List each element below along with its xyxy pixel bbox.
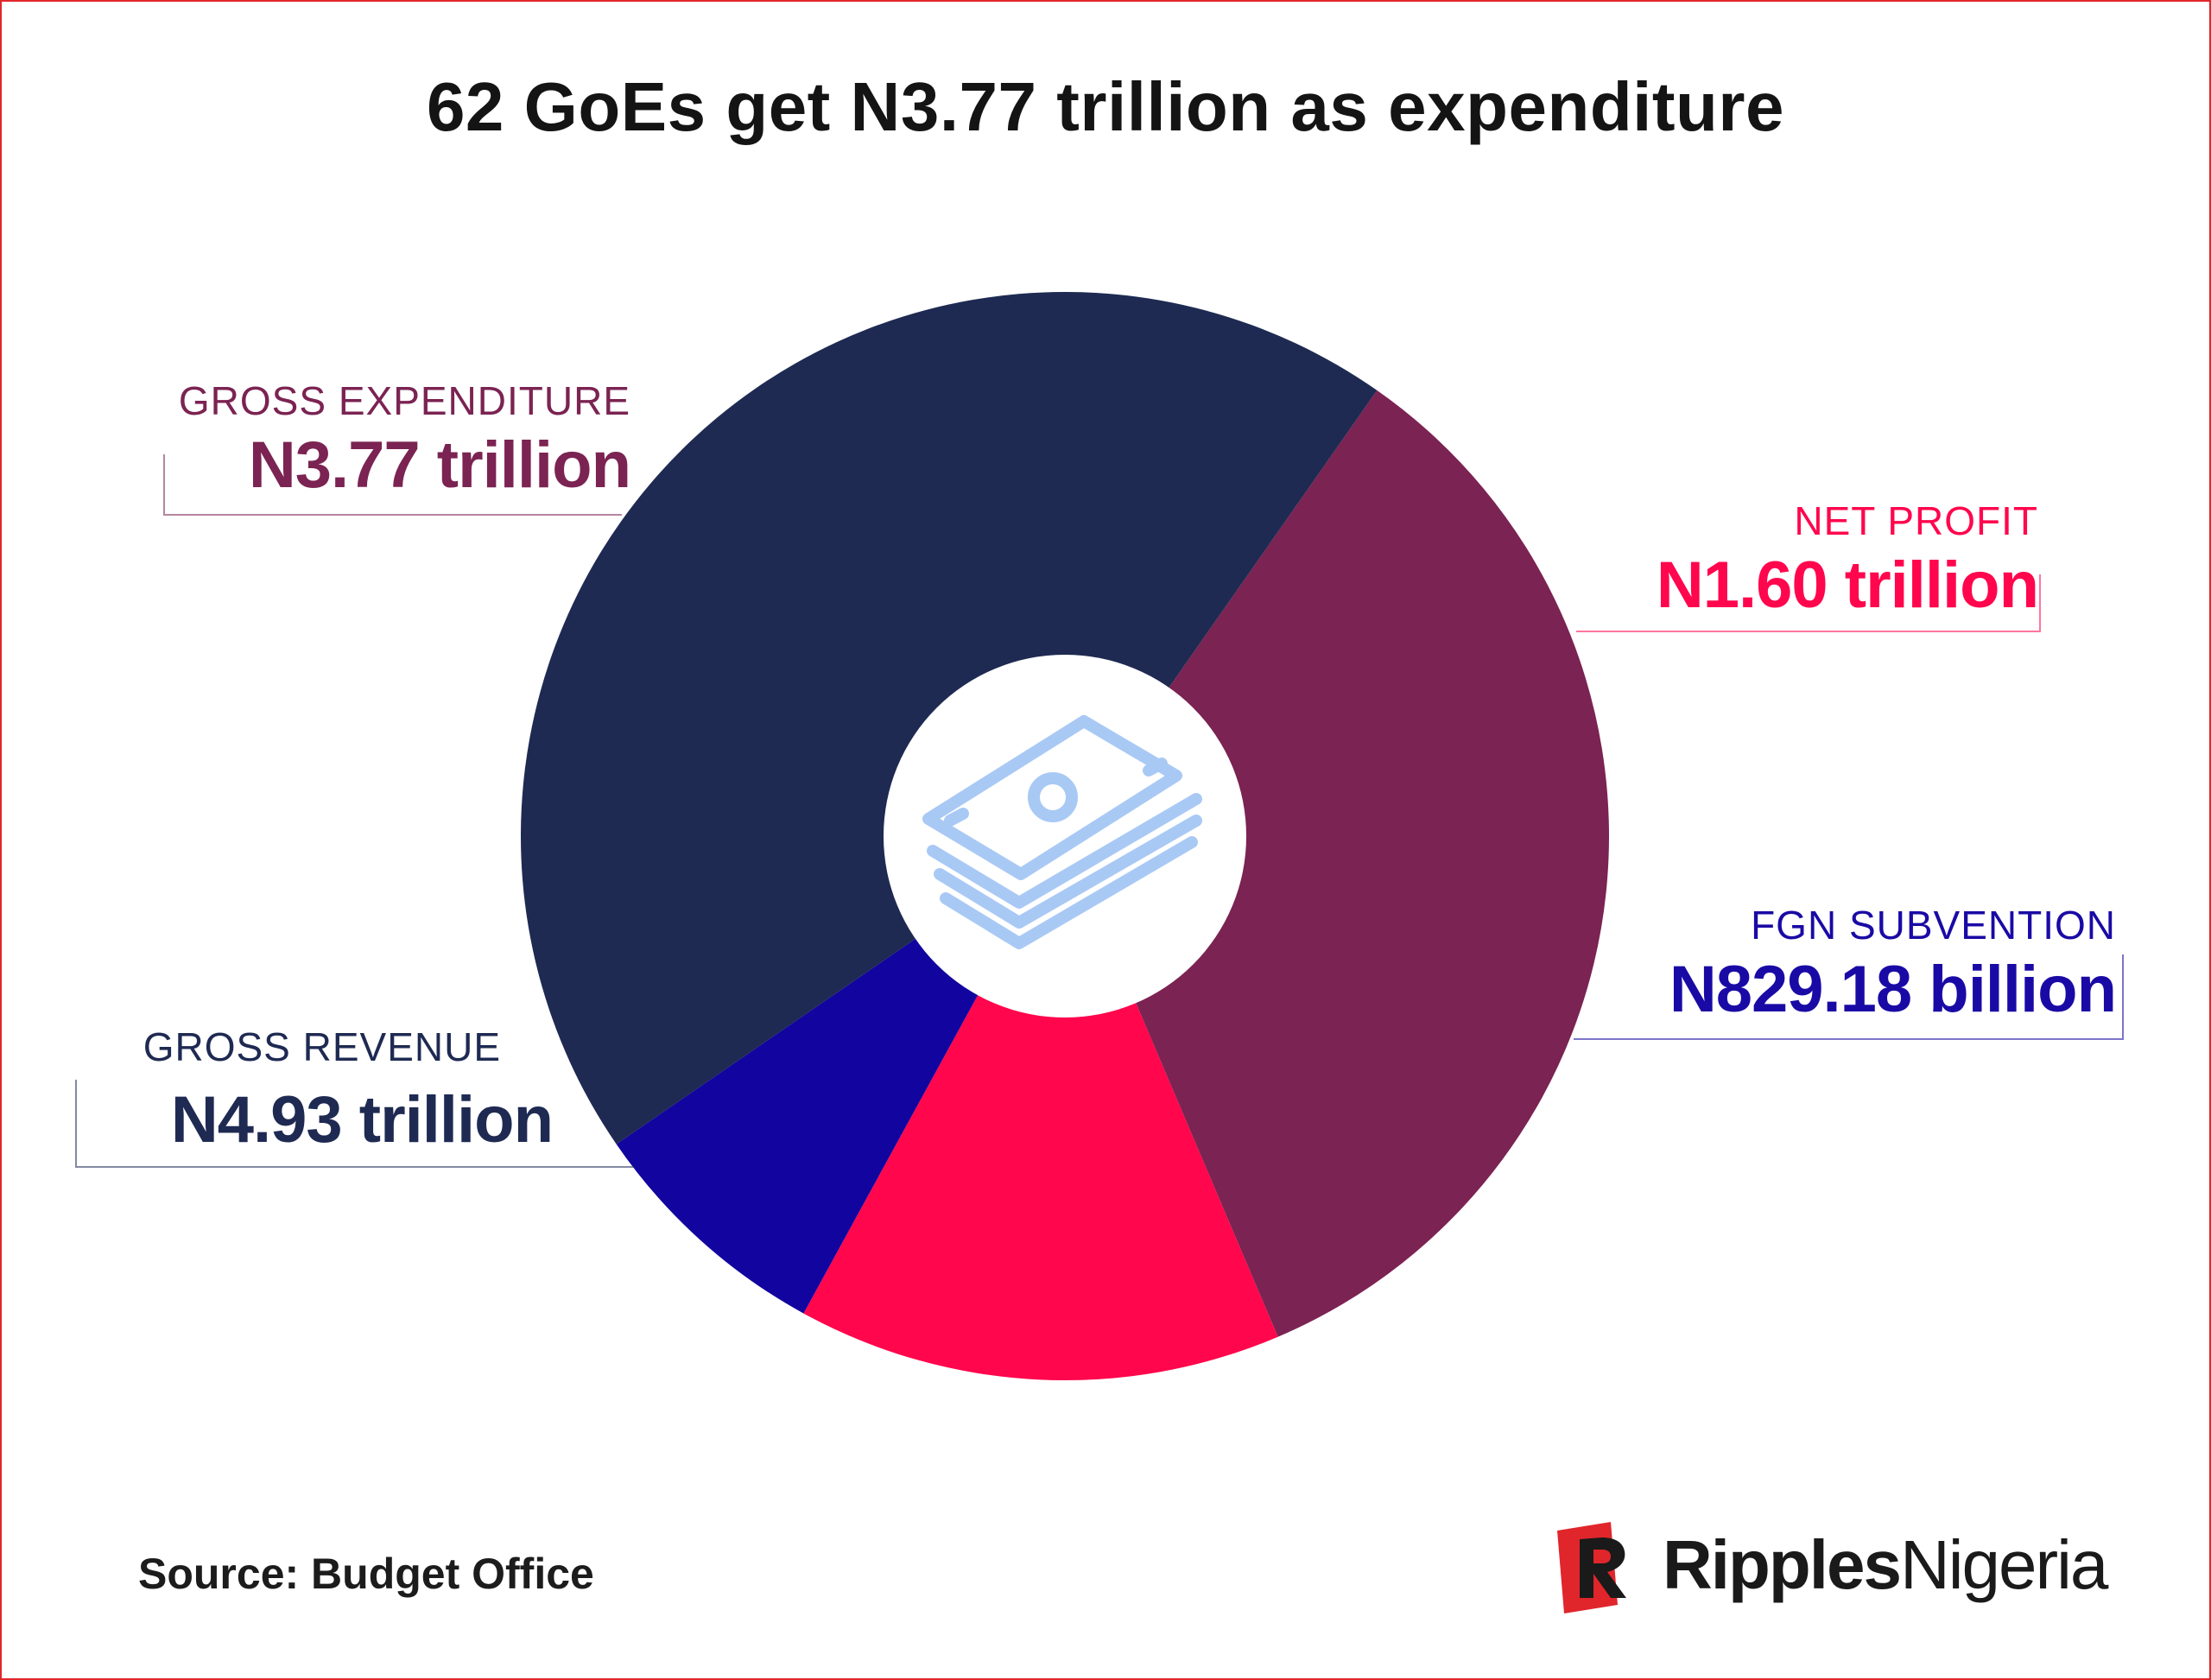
callout-leader-line: [1576, 574, 2041, 632]
slice-value: N3.77 trillion: [248, 428, 631, 502]
source-note: Source: Budget Office: [138, 1550, 594, 1598]
brand-logo: RipplesNigeria: [1550, 1520, 2120, 1615]
chart-title: 62 GoEs get N3.77 trillion as expenditur…: [426, 68, 1785, 145]
callout-gross-revenue: GROSS REVENUE N4.93 trillion: [82, 1024, 554, 1157]
slice-value: N1.60 trillion: [1656, 548, 2039, 622]
brand-bold: Ripples: [1663, 1526, 1902, 1603]
ripples-logo-icon: [1557, 1522, 1626, 1613]
slice-value: N829.18 billion: [1669, 953, 2117, 1026]
brand-wordmark: RipplesNigeria: [1663, 1525, 2108, 1605]
slice-label: NET PROFIT: [1794, 498, 2038, 543]
pie-center-hole: [884, 655, 1246, 1018]
brand-regular: Nigeria: [1899, 1526, 2108, 1603]
slice-label: GROSS REVENUE: [143, 1024, 501, 1069]
slice-value: N4.93 trillion: [170, 1083, 554, 1157]
callout-leader-line: [1574, 954, 2124, 1040]
callout-leader-line: [75, 1080, 635, 1168]
slice-label: FGN SUBVENTION: [1751, 903, 2116, 948]
pie-slice-net-profit: [803, 836, 1278, 1380]
callout-gross-expenditure: GROSS EXPENDITURE N3.77 trillion: [164, 377, 631, 503]
pie-slice-gross-expenditure: [1065, 390, 1609, 1337]
callout-leader-line: [163, 454, 622, 516]
callout-net-profit: NET PROFIT N1.60 trillion: [1572, 498, 2039, 623]
money-stack-icon: [922, 715, 1202, 949]
callout-fgn-subvention: FGN SUBVENTION N829.18 billion: [1598, 902, 2117, 1027]
slice-label: GROSS EXPENDITURE: [178, 378, 630, 423]
